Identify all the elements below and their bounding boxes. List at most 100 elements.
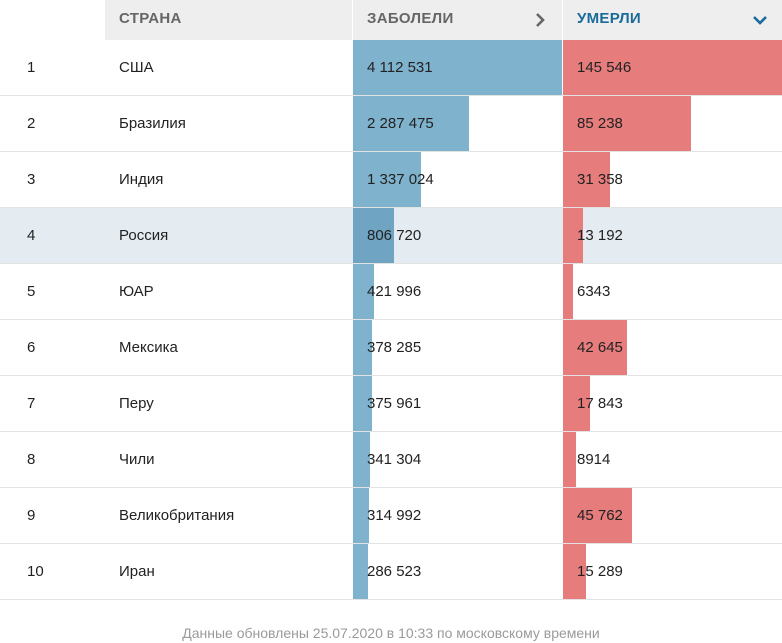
cases-cell: 2 287 475: [353, 96, 562, 151]
rank-cell: 10: [27, 563, 44, 580]
cases-bar: [353, 432, 370, 487]
rank-cell: 7: [27, 395, 36, 412]
cases-cell: 286 523: [353, 544, 562, 599]
deaths-cell: 17 843: [563, 376, 782, 431]
cases-bar: [353, 376, 372, 431]
table-row: 9 Великобритания 314 992 45 762: [0, 488, 782, 544]
deaths-bar: [563, 432, 576, 487]
table-row: 3 Индия 1 337 024 31 358: [0, 152, 782, 208]
rank-cell: 1: [27, 59, 36, 76]
deaths-cell: 42 645: [563, 320, 782, 375]
deaths-value: 13 192: [577, 227, 623, 244]
cases-value: 341 304: [367, 451, 422, 468]
deaths-bar: [563, 376, 590, 431]
cases-bar: [353, 264, 374, 319]
header-rank: [0, 0, 105, 40]
deaths-bar: [563, 40, 782, 95]
country-cell: ЮАР: [119, 283, 154, 300]
country-cell: Великобритания: [119, 507, 235, 524]
deaths-bar: [563, 152, 610, 207]
cases-cell: 375 961: [353, 376, 562, 431]
cases-bar: [353, 488, 369, 543]
deaths-cell: 145 546: [563, 40, 782, 95]
country-cell: Индия: [119, 171, 164, 188]
table-row: 7 Перу 375 961 17 843: [0, 376, 782, 432]
sort-by-deaths-header[interactable]: УМЕРЛИ: [563, 0, 782, 40]
cases-cell: 806 720: [353, 208, 562, 263]
deaths-value: 31 358: [577, 171, 623, 188]
cases-value: 806 720: [367, 227, 422, 244]
country-cell: Мексика: [119, 339, 178, 356]
table-header: СТРАНА ЗАБОЛЕЛИ УМЕРЛИ: [0, 0, 782, 40]
cases-cell: 1 337 024: [353, 152, 562, 207]
country-cell: Бразилия: [119, 115, 186, 132]
table-row: 4 Россия 806 720 13 192: [0, 208, 782, 264]
deaths-value: 15 289: [577, 563, 623, 580]
cases-bar: [353, 208, 394, 263]
cases-bar: [353, 152, 421, 207]
deaths-bar: [563, 544, 586, 599]
deaths-value: 45 762: [577, 507, 623, 524]
country-cell: Перу: [119, 395, 154, 412]
deaths-value: 17 843: [577, 395, 623, 412]
cases-bar: [353, 40, 562, 95]
country-cell: США: [119, 59, 154, 76]
deaths-cell: 85 238: [563, 96, 782, 151]
deaths-value: 6343: [577, 283, 611, 300]
rank-cell: 9: [27, 507, 36, 524]
table-row: 6 Мексика 378 285 42 645: [0, 320, 782, 376]
cases-bar: [353, 96, 469, 151]
cases-cell: 314 992: [353, 488, 562, 543]
rank-cell: 6: [27, 339, 36, 356]
deaths-cell: 13 192: [563, 208, 782, 263]
table-row: 2 Бразилия 2 287 475 85 238: [0, 96, 782, 152]
cases-bar: [353, 544, 368, 599]
deaths-value: 145 546: [577, 59, 632, 76]
rank-cell: 4: [27, 227, 36, 244]
deaths-bar: [563, 208, 583, 263]
cases-cell: 4 112 531: [353, 40, 562, 95]
cases-value: 4 112 531: [367, 59, 433, 76]
table-body: 1 США 4 112 531 145 546 2 Бразилия 2 287 475 85…: [0, 40, 782, 600]
cases-value: 378 285: [367, 339, 422, 356]
rank-cell: 3: [27, 171, 36, 188]
rank-cell: 2: [27, 115, 36, 132]
rank-cell: 5: [27, 283, 36, 300]
deaths-cell: 8914: [563, 432, 782, 487]
cases-value: 314 992: [367, 507, 422, 524]
cases-value: 421 996: [367, 283, 422, 300]
deaths-cell: 15 289: [563, 544, 782, 599]
deaths-bar: [563, 488, 632, 543]
header-country: СТРАНА: [105, 0, 352, 40]
update-timestamp: Данные обновлены 25.07.2020 в 10:33 по м…: [182, 625, 600, 641]
cases-cell: 421 996: [353, 264, 562, 319]
deaths-value: 85 238: [577, 115, 623, 132]
cases-cell: 341 304: [353, 432, 562, 487]
table-row: 8 Чили 341 304 8914: [0, 432, 782, 488]
cases-value: 286 523: [367, 563, 422, 580]
deaths-value: 8914: [577, 451, 611, 468]
table-row: 5 ЮАР 421 996 6343: [0, 264, 782, 320]
cases-value: 375 961: [367, 395, 422, 412]
cases-bar: [353, 320, 372, 375]
covid-stats-table: СТРАНА ЗАБОЛЕЛИ УМЕРЛИ 1 США 4 112 531 145 …: [0, 0, 782, 600]
rank-cell: 8: [27, 451, 36, 468]
header-deaths-label: УМЕРЛИ: [577, 10, 641, 27]
country-cell: Чили: [119, 451, 155, 468]
deaths-bar: [563, 96, 691, 151]
cases-cell: 378 285: [353, 320, 562, 375]
cases-value: 2 287 475: [367, 115, 434, 132]
deaths-bar: [563, 320, 627, 375]
table-row: 10 Иран 286 523 15 289: [0, 544, 782, 600]
deaths-value: 42 645: [577, 339, 623, 356]
sort-by-cases-header[interactable]: ЗАБОЛЕЛИ: [353, 0, 562, 40]
country-cell: Россия: [119, 227, 169, 244]
deaths-bar: [563, 264, 573, 319]
chevron-right-icon[interactable]: [532, 12, 548, 28]
deaths-cell: 6343: [563, 264, 782, 319]
table-row: 1 США 4 112 531 145 546: [0, 40, 782, 96]
chevron-down-icon[interactable]: [752, 12, 768, 28]
country-cell: Иран: [119, 563, 155, 580]
deaths-cell: 45 762: [563, 488, 782, 543]
deaths-cell: 31 358: [563, 152, 782, 207]
